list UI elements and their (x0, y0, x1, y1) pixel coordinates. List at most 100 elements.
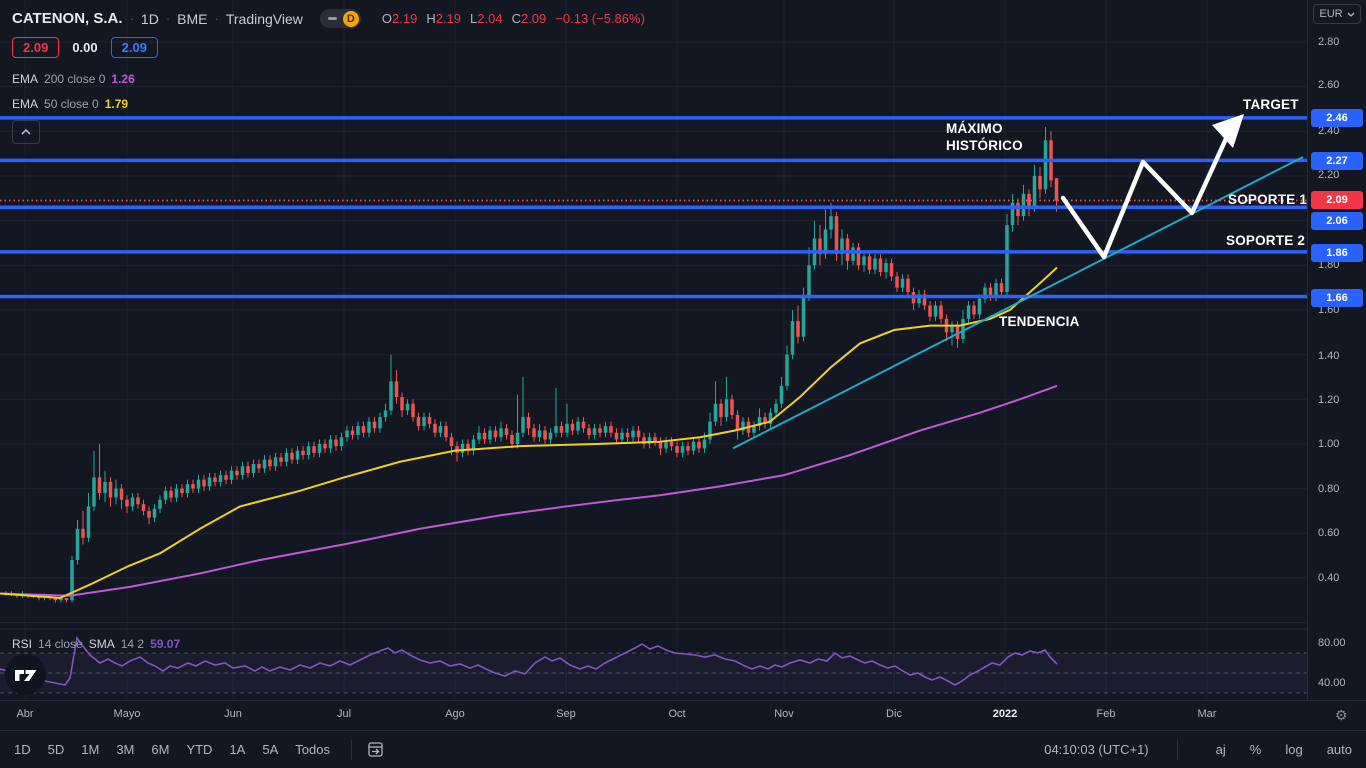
candle-body (581, 421, 586, 429)
candle-body (543, 430, 547, 440)
rsi-line[interactable] (0, 635, 1058, 686)
time-axis-label: Oct (668, 708, 686, 720)
candle-body (889, 263, 894, 277)
low-value: 2.04 (477, 11, 503, 26)
candle-body (774, 403, 778, 413)
candle-body (818, 238, 822, 255)
annotation-soporte2[interactable]: SOPORTE 2 (1226, 233, 1306, 248)
candle-body (317, 443, 322, 453)
candle-body (570, 423, 575, 431)
sell-price-box[interactable]: 2.09 (12, 37, 60, 58)
candle-body (878, 258, 883, 272)
candle-body (895, 276, 899, 288)
symbol-name[interactable]: CATENON, S.A. (12, 10, 123, 27)
spread-value: 0.00 (72, 40, 98, 55)
time-axis-settings-gear-icon[interactable]: ⚙ (1335, 707, 1348, 723)
candle-body (185, 484, 190, 494)
range-button-5d[interactable]: 5D (47, 742, 65, 757)
candle-body (724, 399, 729, 418)
range-button-1d[interactable]: 1D (14, 742, 31, 757)
candle-body (790, 321, 795, 355)
collapse-pane-button[interactable] (12, 120, 40, 144)
projection-path[interactable] (1060, 127, 1233, 260)
scale-toggle-aj[interactable]: aj (1215, 742, 1226, 757)
candle-body (246, 466, 250, 473)
price-chart[interactable] (0, 0, 1307, 700)
candle-body (356, 426, 360, 435)
rsi-legend[interactable]: RSI 14 close SMA 14 2 59.07 (12, 637, 180, 651)
scale-toggle-auto[interactable]: auto (1326, 742, 1352, 757)
ema200-line[interactable] (0, 384, 1058, 597)
candle-body (328, 439, 333, 449)
range-button-6m[interactable]: 6M (151, 742, 170, 757)
candle-body (64, 597, 69, 601)
price-level-badge: 2.27 (1311, 152, 1363, 170)
candle-body (933, 305, 938, 317)
time-axis-label: Jul (336, 708, 352, 720)
scale-toggle-log[interactable]: log (1285, 742, 1303, 757)
tradingview-logo[interactable] (5, 654, 46, 695)
annotation-target[interactable]: TARGET (1243, 97, 1299, 112)
candle-body (768, 412, 773, 424)
candle-body (631, 430, 635, 438)
annotation-soporte1[interactable]: SOPORTE 1 (1228, 192, 1308, 207)
candle-body (587, 428, 591, 435)
ema50-legend[interactable]: EMA 50 close 0 1.79 (12, 97, 128, 111)
price-tick: 1.80 (1318, 259, 1340, 271)
price-level-badge: 2.46 (1311, 109, 1363, 127)
candle-body (1016, 202, 1020, 217)
candle-body (735, 414, 740, 431)
time-axis[interactable]: Abr Mayo Jun Jul Ago Sep Oct Nov Dic 2022 Feb Mar ⚙ (0, 700, 1366, 731)
candle-body (477, 432, 481, 440)
annotation-tendencia[interactable]: TENDENCIA (999, 314, 1080, 329)
candle-body (405, 403, 410, 411)
candle-body (515, 432, 520, 444)
ema200-legend[interactable]: EMA 200 close 0 1.26 (12, 72, 135, 86)
candle-body (603, 426, 608, 433)
range-button-3m[interactable]: 3M (116, 742, 135, 757)
candle-body (158, 499, 162, 509)
exchange-label[interactable]: BME (177, 10, 208, 27)
candle-body (180, 488, 184, 494)
tradingview-logo-icon (14, 669, 36, 681)
candle-body (1021, 193, 1026, 217)
range-button-1a[interactable]: 1A (229, 742, 246, 757)
candle-body (262, 459, 267, 469)
candle-body (625, 432, 630, 438)
platform-label[interactable]: TradingView (225, 10, 303, 27)
buy-price-box[interactable]: 2.09 (110, 37, 158, 58)
open-value: 2.19 (392, 11, 418, 26)
currency-button[interactable]: EUR (1313, 4, 1361, 24)
candle-body (1043, 140, 1048, 190)
high-value: 2.19 (435, 11, 462, 26)
price-scale-axis[interactable]: EUR 2.80 2.60 2.40 2.20 1.80 1.60 1.40 1.20 1.00… (1307, 0, 1366, 700)
annotation-maximo-historico[interactable]: MÁXIMO HISTÓRICO (946, 121, 1023, 153)
candle-body (526, 417, 531, 429)
scale-toggle-percent[interactable]: % (1249, 742, 1262, 757)
range-button-5a[interactable]: 5A (262, 742, 279, 757)
rsi-sma-params: 14 2 (120, 637, 145, 651)
time-axis-label: Mayo (113, 708, 141, 720)
interval-badge: D (342, 10, 359, 27)
go-to-date-icon[interactable] (366, 740, 385, 759)
candle-body (339, 437, 344, 447)
time-axis-label: Ago (445, 708, 465, 720)
candle-body (279, 457, 283, 462)
range-button-1m[interactable]: 1M (81, 742, 100, 757)
trendline-tendencia[interactable] (732, 156, 1304, 450)
candle-body (719, 403, 723, 418)
price-level-badge: 1.66 (1311, 289, 1363, 307)
candle-body (75, 528, 80, 561)
chevron-down-icon (1347, 12, 1355, 17)
candle-body (609, 426, 613, 433)
interval-label[interactable]: 1D (140, 10, 159, 27)
candle-body (834, 216, 839, 255)
market-status-pill[interactable]: D (319, 9, 361, 28)
candle-body (433, 423, 437, 433)
clock[interactable]: 04:10:03 (UTC+1) (1044, 742, 1149, 757)
rsi-name: RSI (12, 637, 33, 651)
range-button-ytd[interactable]: YTD (186, 742, 213, 757)
ema50-line[interactable] (0, 266, 1058, 600)
candle-body (202, 479, 206, 487)
range-button-todos[interactable]: Todos (295, 742, 330, 757)
